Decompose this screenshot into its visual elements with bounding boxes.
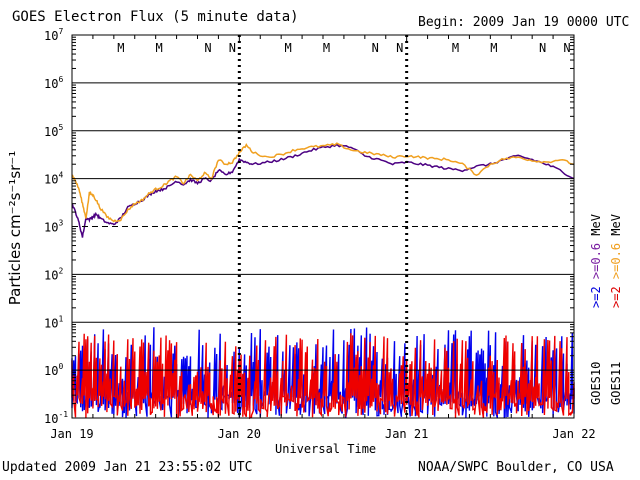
- marker-label: N: [539, 41, 546, 55]
- series-line-goes11-2mev: [71, 333, 575, 420]
- y-axis-label: Particles cm⁻²s⁻¹sr⁻¹: [6, 151, 24, 305]
- y-tick-label: 102: [44, 266, 63, 282]
- marker-label: M: [117, 41, 124, 55]
- x-tick-label: Jan 21: [385, 427, 428, 441]
- series-line-goes10-0p6mev: [71, 143, 575, 238]
- x-axis-label: Universal Time: [275, 442, 377, 456]
- y-tick-label: 10-1: [44, 410, 68, 426]
- y-tick-label: 105: [44, 123, 63, 139]
- series-line-goes11-0p6mev: [71, 142, 575, 223]
- chart-title: GOES Electron Flux (5 minute data): [12, 9, 299, 25]
- y-tick-label: 104: [44, 171, 63, 187]
- marker-label: N: [229, 41, 236, 55]
- marker-label: M: [285, 41, 292, 55]
- axes: [71, 34, 575, 419]
- begin-time-label: Begin: 2009 Jan 19 0000 UTC: [418, 15, 630, 30]
- credit-label: NOAA/SWPC Boulder, CO USA: [418, 460, 614, 475]
- y-tick-label: 106: [44, 75, 63, 91]
- legend-label: >=2 >=0.6 MeV: [609, 214, 623, 308]
- line-series-group: [71, 142, 575, 238]
- marker-label: N: [372, 41, 379, 55]
- marker-label: M: [490, 41, 497, 55]
- marker-label: N: [204, 41, 211, 55]
- y-tick-label: 100: [44, 362, 63, 378]
- marker-label: N: [563, 41, 570, 55]
- marker-label: M: [452, 41, 459, 55]
- gridlines: [72, 35, 574, 418]
- legend: GOES10 >=2 >=0.6 MeV GOES11 >=2 >=0.6 MeV: [589, 214, 623, 405]
- x-tick-label: Jan 20: [218, 427, 261, 441]
- marker-label: M: [156, 41, 163, 55]
- legend-label: GOES10: [589, 362, 603, 405]
- legend-label: >=2 >=0.6 MeV: [589, 214, 603, 308]
- y-tick-label: 101: [44, 314, 63, 330]
- updated-timestamp: Updated 2009 Jan 21 23:55:02 UTC: [2, 460, 253, 475]
- marker-label: M: [323, 41, 330, 55]
- tick-labels: 10-1 100 101 102 103 104 105 106 107 Jan 19 Jan 20…: [44, 27, 596, 441]
- noise-series-group: [71, 327, 575, 420]
- legend-label: GOES11: [609, 362, 623, 405]
- marker-label: N: [396, 41, 403, 55]
- x-tick-label: Jan 19: [50, 427, 93, 441]
- x-tick-label: Jan 22: [552, 427, 595, 441]
- y-tick-label: 103: [44, 219, 63, 235]
- y-tick-label: 107: [44, 27, 63, 43]
